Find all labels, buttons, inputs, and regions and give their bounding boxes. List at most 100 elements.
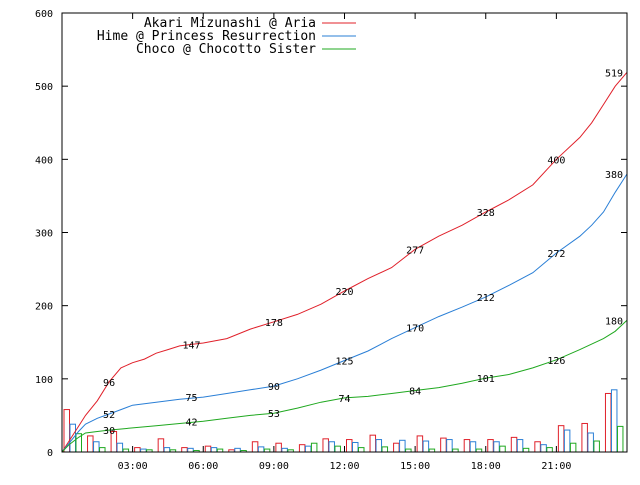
hourly-bar-4-0 [157, 438, 165, 453]
hourly-bar-1-2 [99, 447, 106, 453]
hourly-bar-3-0 [134, 447, 141, 453]
hourly-bar-19-0 [510, 436, 518, 453]
hourly-bar-14-1 [399, 439, 406, 453]
hourly-bar-23-1 [610, 389, 618, 453]
hourly-bar-18-2 [499, 445, 506, 453]
data-label-0-6: 400 [547, 155, 565, 166]
hourly-bar-19-2 [522, 447, 530, 453]
data-label-0-5: 328 [477, 208, 495, 219]
data-label-2-7: 180 [605, 316, 623, 327]
data-label-1-4: 170 [406, 324, 424, 335]
series-line-1 [61, 173, 628, 453]
series-line-0 [61, 71, 628, 453]
data-label-2-5: 101 [477, 374, 495, 385]
data-label-0-3: 220 [335, 287, 353, 298]
hourly-bar-13-2 [381, 446, 389, 453]
hourly-bar-17-1 [469, 441, 477, 453]
data-label-2-3: 74 [338, 394, 350, 405]
hourly-bar-16-0 [440, 437, 447, 453]
hourly-bar-22-1 [587, 432, 594, 453]
hourly-bar-23-0 [604, 392, 612, 453]
hourly-bar-12-0 [346, 439, 353, 453]
hourly-bar-10-2 [310, 442, 318, 453]
axes: 0 100 200 300 400 500 600 03:00 06:00 09:00 12:00 1… [35, 9, 628, 472]
data-label-0-4: 277 [406, 245, 424, 256]
hourly-bar-23-2 [616, 425, 624, 453]
hourly-bar-16-1 [446, 439, 453, 453]
x-tick-label-3: 12:00 [329, 461, 359, 472]
x-tick-label-1: 06:00 [188, 461, 218, 472]
data-label-1-3: 125 [335, 357, 353, 368]
y-tick-label-1: 100 [35, 375, 53, 386]
cumulative-lines [61, 71, 628, 453]
hourly-bar-10-1 [304, 445, 312, 453]
hourly-bar-20-2 [546, 447, 553, 453]
hourly-bar-10-0 [298, 444, 306, 453]
hourly-bar-22-0 [581, 422, 588, 453]
hourly-bar-12-2 [358, 447, 365, 453]
hourly-bar-18-1 [493, 441, 500, 453]
hourly-bar-20-1 [540, 444, 547, 453]
series-line-2 [61, 319, 628, 453]
hourly-bar-19-1 [516, 439, 524, 453]
y-tick-label-0: 0 [47, 448, 53, 459]
hourly-bar-11-2 [334, 445, 341, 453]
x-tick-label-4: 15:00 [400, 461, 430, 472]
hourly-bar-2-1 [116, 442, 124, 453]
data-label-0-0: 96 [103, 378, 115, 389]
hourly-bar-8-0 [251, 441, 259, 453]
hourly-bar-9-0 [275, 442, 282, 453]
data-label-2-1: 42 [185, 417, 197, 428]
data-label-1-6: 272 [547, 249, 565, 260]
hourly-bar-21-1 [563, 429, 571, 453]
data-label-1-1: 75 [185, 393, 197, 404]
hourly-bar-6-0 [204, 445, 212, 453]
legend-label-2: Choco @ Chocotto Sister [136, 42, 316, 57]
hourly-bar-1-1 [93, 441, 100, 453]
x-tick-label-2: 09:00 [259, 461, 289, 472]
legend-label-0: Akari Mizunashi @ Aria [144, 16, 316, 31]
y-tick-label-2: 200 [35, 302, 53, 313]
data-label-0-7: 519 [605, 68, 623, 79]
hourly-bar-14-0 [393, 442, 400, 453]
y-tick-label-3: 300 [35, 229, 53, 240]
data-labels: 96 147 178 220 277 328 400 519 52 75 90 125 170 212 27… [103, 68, 623, 437]
hourly-bar-17-0 [463, 439, 471, 453]
x-tick-label-0: 03:00 [118, 461, 148, 472]
hourly-bar-4-1 [163, 447, 171, 453]
hourly-bar-22-2 [593, 440, 600, 453]
data-label-1-7: 380 [605, 170, 623, 181]
legend-label-1: Hime @ Princess Resurrection [97, 29, 316, 44]
data-label-1-2: 90 [268, 382, 280, 393]
hourly-bar-11-1 [328, 441, 335, 453]
hourly-bar-11-0 [322, 438, 329, 453]
hourly-bar-12-1 [352, 441, 359, 453]
hourly-bar-1-0 [87, 435, 94, 453]
data-label-2-0: 30 [103, 426, 115, 437]
y-tick-label-4: 400 [35, 155, 53, 166]
hourly-bar-13-0 [369, 434, 377, 453]
data-label-1-5: 212 [477, 293, 495, 304]
hourly-bar-15-1 [422, 440, 430, 453]
data-label-0-2: 178 [265, 318, 283, 329]
hourly-bar-8-1 [257, 446, 265, 453]
x-tick-label-5: 18:00 [471, 461, 501, 472]
hourly-bar-5-1 [187, 447, 194, 453]
y-tick-label-6: 600 [35, 9, 53, 20]
hourly-bar-21-2 [569, 442, 577, 453]
hourly-bar-20-0 [534, 441, 541, 453]
hourly-bar-21-0 [557, 425, 565, 453]
data-label-2-6: 126 [547, 356, 565, 367]
data-label-2-4: 84 [409, 387, 421, 398]
hourly-bar-6-1 [210, 447, 218, 453]
hourly-bar-18-0 [487, 439, 494, 453]
data-label-0-1: 147 [182, 340, 200, 351]
hourly-bar-13-1 [375, 439, 383, 453]
data-label-2-2: 53 [268, 409, 280, 420]
plot-frame [61, 12, 628, 453]
data-label-1-0: 52 [103, 410, 115, 421]
y-tick-label-5: 500 [35, 82, 53, 93]
